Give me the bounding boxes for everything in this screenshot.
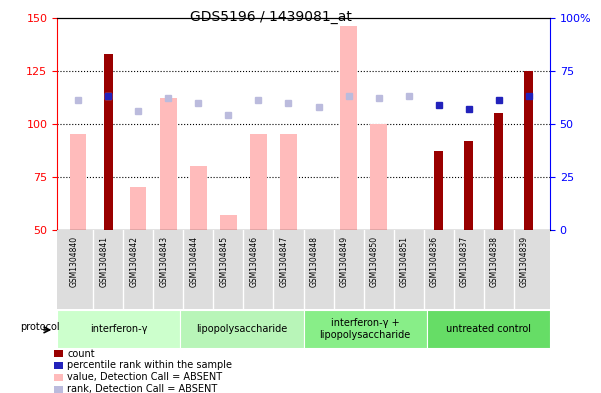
Bar (370, 124, 387, 230)
Bar (220, 215, 237, 230)
Bar (434, 151, 444, 230)
Text: rank, Detection Call = ABSENT: rank, Detection Call = ABSENT (67, 384, 218, 393)
Bar (524, 71, 534, 230)
Text: protocol: protocol (20, 322, 59, 332)
Text: count: count (67, 349, 95, 359)
Text: GSM1304847: GSM1304847 (279, 236, 288, 287)
Text: GDS5196 / 1439081_at: GDS5196 / 1439081_at (189, 10, 352, 24)
Bar (494, 113, 504, 230)
Text: GSM1304846: GSM1304846 (249, 236, 258, 287)
Text: GSM1304841: GSM1304841 (99, 236, 108, 287)
Text: GSM1304850: GSM1304850 (370, 236, 379, 287)
Bar (280, 134, 297, 230)
Bar (464, 141, 474, 230)
Text: interferon-γ +
lipopolysaccharide: interferon-γ + lipopolysaccharide (320, 318, 410, 340)
Bar (190, 166, 207, 230)
Text: GSM1304849: GSM1304849 (340, 236, 349, 287)
Bar (160, 98, 177, 230)
Text: percentile rank within the sample: percentile rank within the sample (67, 360, 233, 371)
Bar (340, 26, 357, 230)
Bar (130, 187, 147, 230)
Bar (70, 134, 87, 230)
Text: GSM1304840: GSM1304840 (69, 236, 78, 287)
Text: GSM1304848: GSM1304848 (310, 236, 319, 287)
Text: GSM1304842: GSM1304842 (129, 236, 138, 287)
Text: GSM1304836: GSM1304836 (430, 236, 439, 287)
Text: GSM1304851: GSM1304851 (400, 236, 409, 287)
Text: GSM1304838: GSM1304838 (490, 236, 499, 287)
Text: lipopolysaccharide: lipopolysaccharide (197, 324, 287, 334)
Text: interferon-γ: interferon-γ (90, 324, 147, 334)
Text: GSM1304845: GSM1304845 (219, 236, 228, 287)
Bar (103, 54, 113, 230)
Text: GSM1304843: GSM1304843 (159, 236, 168, 287)
Bar (250, 134, 267, 230)
Text: GSM1304839: GSM1304839 (520, 236, 529, 287)
Text: GSM1304844: GSM1304844 (189, 236, 198, 287)
Text: GSM1304837: GSM1304837 (460, 236, 469, 287)
Text: value, Detection Call = ABSENT: value, Detection Call = ABSENT (67, 372, 222, 382)
Text: untreated control: untreated control (446, 324, 531, 334)
